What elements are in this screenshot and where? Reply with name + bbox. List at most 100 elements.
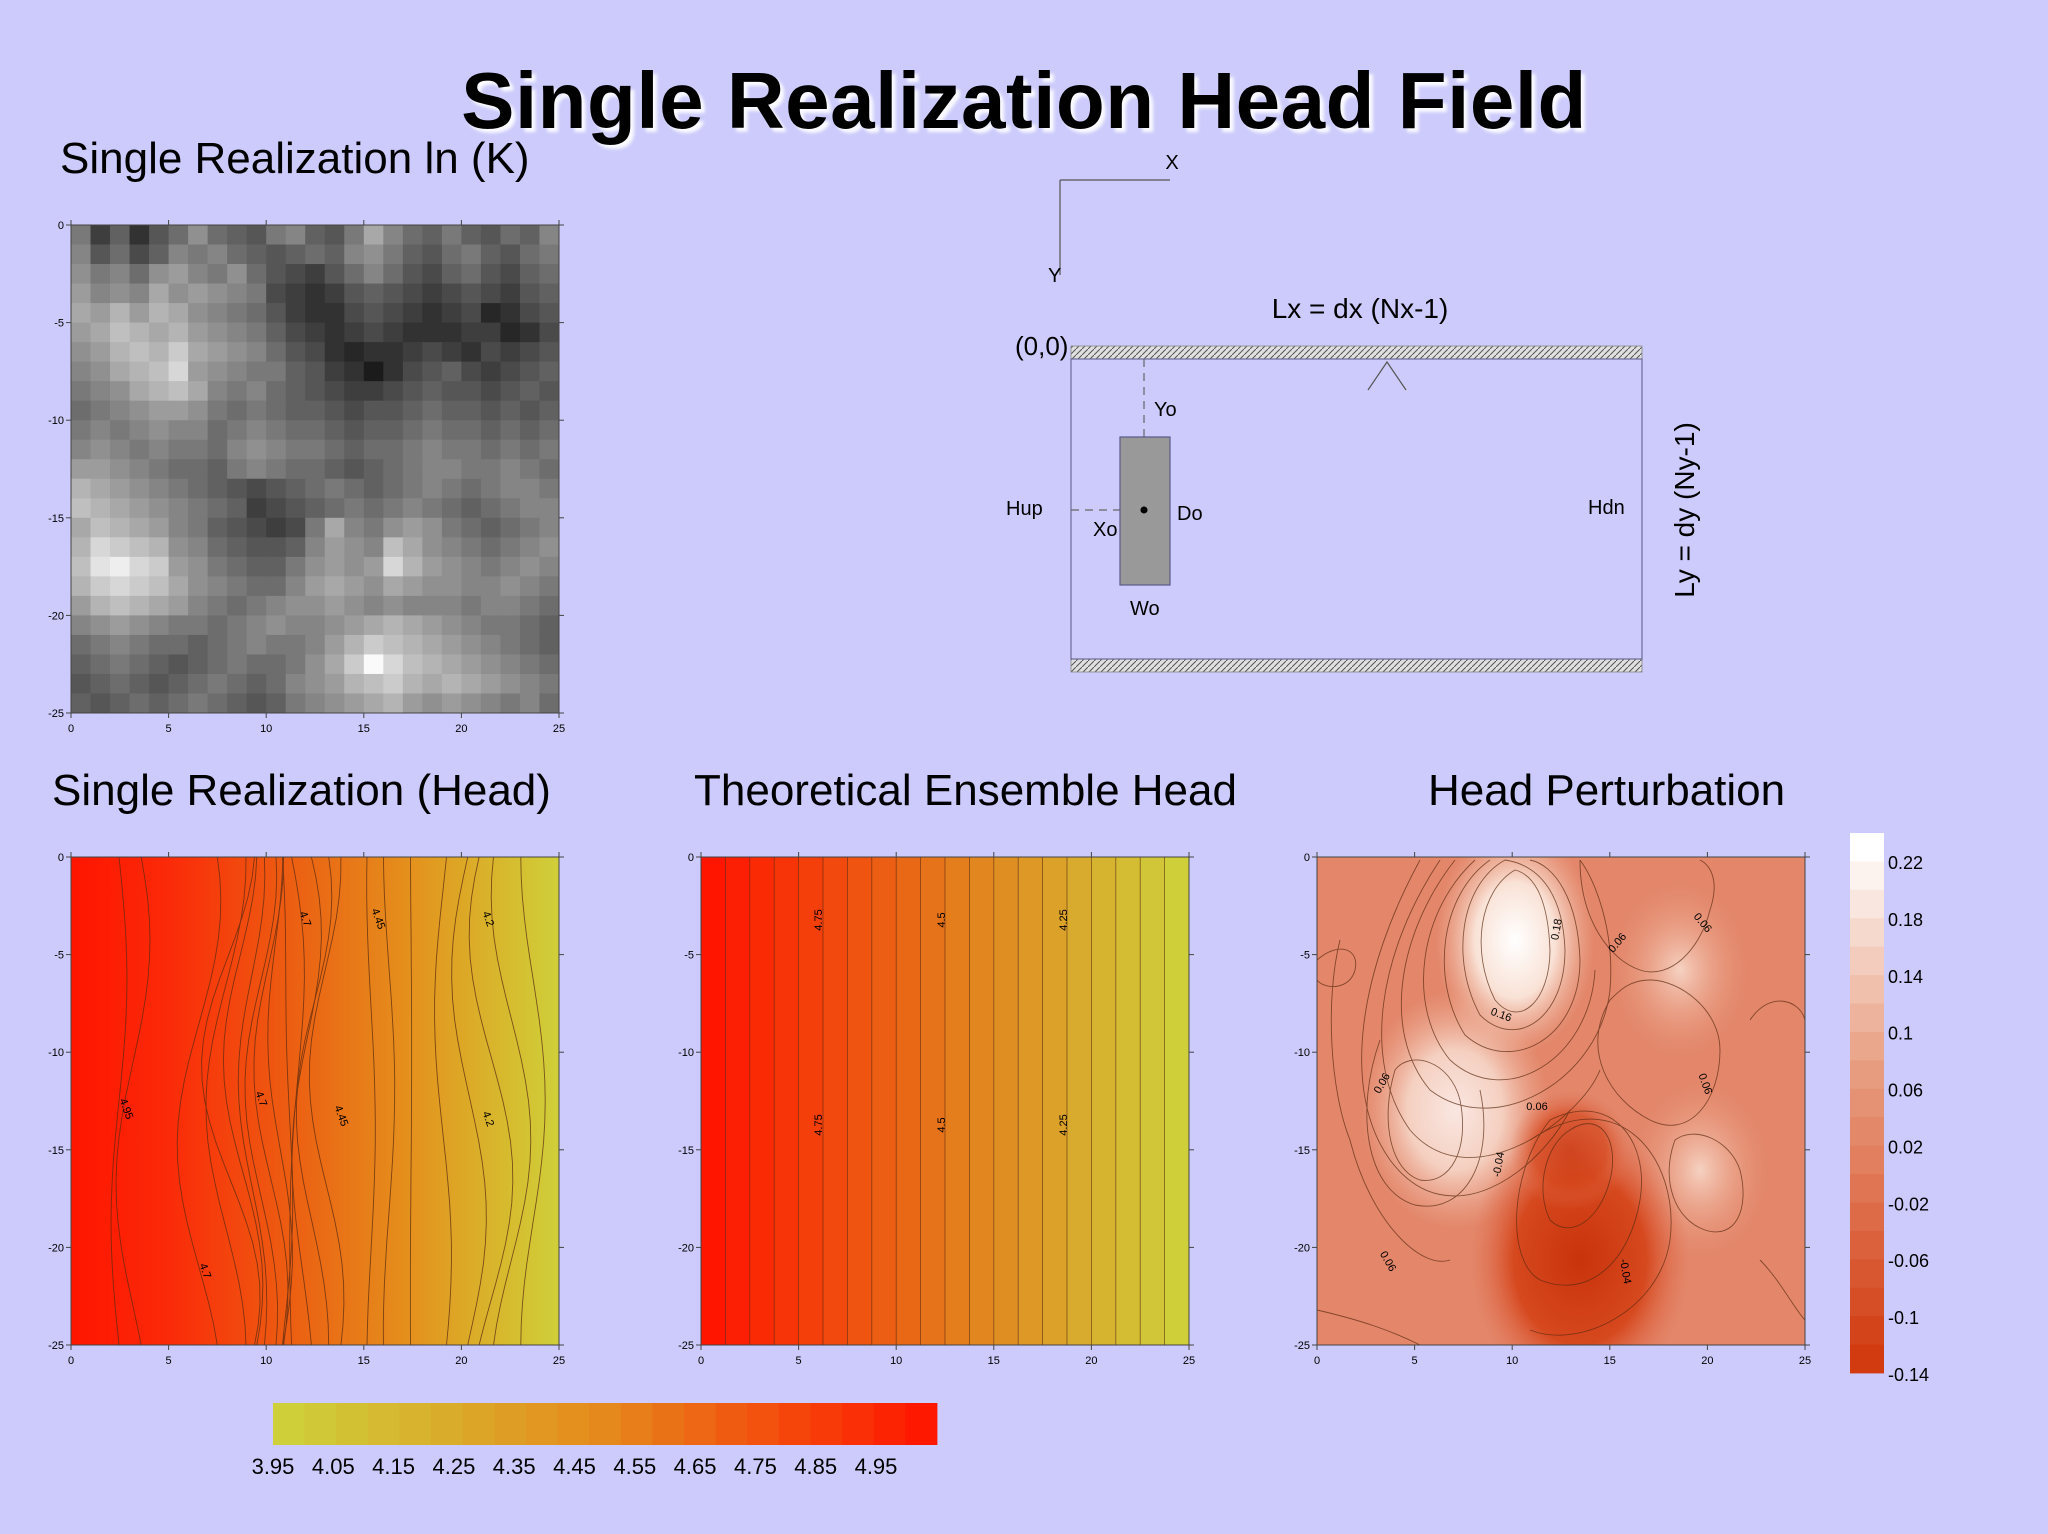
lnk-cell xyxy=(129,478,150,499)
lnk-cell xyxy=(519,615,540,636)
lnk-cell xyxy=(324,693,345,714)
lnk-cell xyxy=(480,322,501,343)
lnk-cell xyxy=(129,439,150,460)
lnk-cell xyxy=(149,537,169,558)
x-axis-label: X xyxy=(1165,152,1178,174)
lnk-cell xyxy=(129,420,150,441)
lnk-cell xyxy=(246,264,267,284)
lnk-cell xyxy=(129,693,150,714)
lnk-cell xyxy=(110,576,130,597)
lnk-cell xyxy=(402,420,423,441)
lnk-cell xyxy=(188,517,209,538)
lnk-cell xyxy=(461,303,482,323)
lnk-cell xyxy=(129,322,150,343)
lnk-cell xyxy=(480,654,501,675)
lnk-cell xyxy=(324,322,345,343)
ensemble-x-tick-label: 0 xyxy=(698,1355,704,1367)
lnk-cell xyxy=(441,361,462,382)
lnk-cell xyxy=(344,459,365,480)
perturbation-colorbar-tick: -0.02 xyxy=(1888,1194,1929,1214)
lnk-plot-frame xyxy=(70,224,560,714)
lnk-cell xyxy=(207,517,228,538)
lnk-cell xyxy=(461,400,482,421)
lnk-cell xyxy=(246,420,267,441)
perturbation-colorbar-cell xyxy=(1850,1060,1884,1090)
perturbation-colorbar-cell xyxy=(1850,918,1884,948)
lnk-cell xyxy=(207,225,228,245)
lnk-cell xyxy=(441,439,462,460)
slide-title: Single Realization Head Field xyxy=(461,56,1587,145)
lnk-cell xyxy=(344,322,365,343)
domain-box xyxy=(1070,358,1643,660)
lnk-cell xyxy=(519,556,540,577)
lnk-cell xyxy=(480,400,501,421)
lnk-cell xyxy=(461,673,482,694)
lnk-cell xyxy=(188,381,209,402)
lnk-cell xyxy=(422,517,443,538)
lnk-cell xyxy=(480,342,501,363)
lnk-cell xyxy=(168,303,189,323)
lnk-cell xyxy=(305,517,326,538)
lnk-cell xyxy=(402,244,423,265)
lnk-cell xyxy=(71,517,91,538)
lnk-cell xyxy=(227,615,248,636)
head-contour-line xyxy=(253,856,289,1346)
lnk-cell xyxy=(539,283,560,304)
lnk-y-tick-label: -15 xyxy=(48,513,64,525)
lnk-cell xyxy=(519,673,540,694)
lnk-cell xyxy=(383,595,404,616)
lnk-cell xyxy=(246,244,267,265)
lnk-cell xyxy=(519,439,540,460)
lnk-cell xyxy=(168,634,189,655)
lnk-cell xyxy=(90,342,111,363)
lnk-cell xyxy=(539,693,560,714)
lnk-cell xyxy=(344,264,365,284)
lnk-cell xyxy=(402,693,423,714)
perturbation-colorbar-tick: 0.06 xyxy=(1888,1081,1923,1101)
lnk-cell xyxy=(539,615,560,636)
lnk-cell xyxy=(71,420,91,441)
lnk-cell xyxy=(285,556,306,577)
lnk-cell xyxy=(285,244,306,265)
lnk-cell xyxy=(461,459,482,480)
lnk-cell xyxy=(246,400,267,421)
ensemble-x-tick-label: 10 xyxy=(890,1355,902,1367)
lnk-cell xyxy=(110,498,130,519)
lnk-cell xyxy=(519,264,540,284)
head-plot-frame xyxy=(70,856,560,1346)
head-colorbar-cell xyxy=(873,1403,906,1445)
lnk-cell xyxy=(500,634,521,655)
lnk-cell xyxy=(324,517,345,538)
lnk-cell xyxy=(71,556,91,577)
lnk-cell xyxy=(422,498,443,519)
lnk-cell xyxy=(363,439,384,460)
lnk-cell xyxy=(422,634,443,655)
perturbation-colorbar-tick: -0.14 xyxy=(1888,1365,1929,1385)
lnk-cell xyxy=(266,420,287,441)
head-colorbar-cell xyxy=(399,1403,432,1445)
head-colorbar-cell xyxy=(778,1403,811,1445)
lnk-cell xyxy=(129,634,150,655)
lnk-cell xyxy=(110,673,130,694)
head-contour-line xyxy=(222,856,264,1346)
lnk-cell xyxy=(285,517,306,538)
lnk-cell xyxy=(324,537,345,558)
lnk-cell xyxy=(383,478,404,499)
lnk-cell xyxy=(461,478,482,499)
lnk-cell xyxy=(383,517,404,538)
lnk-cell xyxy=(168,595,189,616)
head-contour-line xyxy=(201,856,261,1346)
lnk-cell xyxy=(90,361,111,382)
ensemble-band xyxy=(725,857,751,1345)
lnk-cell xyxy=(539,517,560,538)
lnk-cell xyxy=(168,673,189,694)
lnk-cell xyxy=(90,634,111,655)
lnk-cell xyxy=(461,225,482,245)
lnk-cell xyxy=(441,556,462,577)
ensemble-x-tick-label: 15 xyxy=(988,1355,1000,1367)
lnk-cell xyxy=(71,283,91,304)
lnk-cell xyxy=(539,459,560,480)
ensemble-x-tick-label: 25 xyxy=(1183,1355,1195,1367)
lnk-cell xyxy=(266,576,287,597)
lnk-cell xyxy=(227,595,248,616)
